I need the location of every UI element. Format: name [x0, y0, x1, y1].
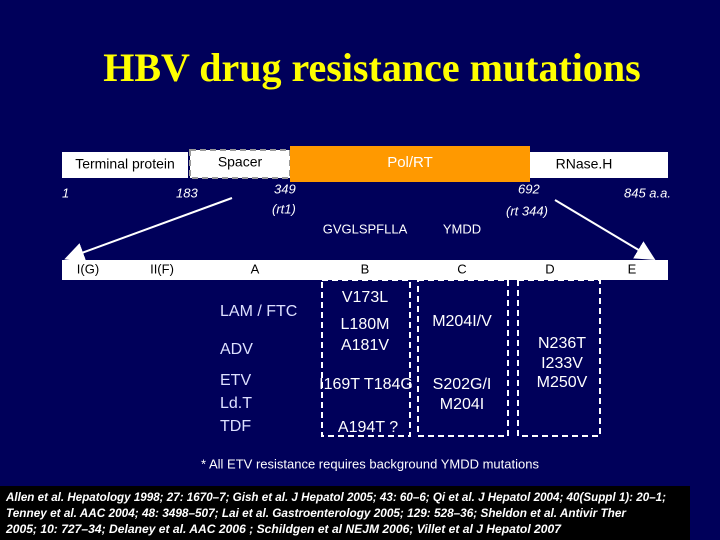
mutation: N236T: [538, 335, 586, 352]
mutation: A194T ?: [338, 419, 398, 436]
position: 692: [518, 181, 540, 196]
mutation: I169T T184G: [319, 376, 413, 393]
position: (rt1): [272, 201, 296, 216]
domain-label: RNase.H: [556, 156, 613, 172]
references-box: [0, 486, 690, 540]
arrow: [64, 197, 233, 262]
motif: GVGLSPFLLA: [323, 221, 408, 236]
subdomain: B: [361, 261, 370, 276]
domain-box: [290, 146, 530, 182]
subdomain: I(G): [77, 261, 99, 276]
reference: Tenney et al. AAC 2004; 48: 3498–507; La…: [6, 508, 627, 520]
domain-label: Spacer: [218, 154, 263, 170]
domain-box: [190, 150, 290, 178]
drug: ETV: [220, 372, 251, 389]
domain-box: [62, 152, 188, 178]
column-box: [321, 279, 411, 437]
column-box: [417, 279, 509, 437]
subdomain: E: [628, 261, 637, 276]
position: (rt 344): [506, 203, 548, 218]
drug: LAM / FTC: [220, 303, 297, 320]
mutation: A181V: [341, 337, 389, 354]
title: HBV drug resistance mutations: [103, 45, 640, 90]
arrow: [554, 199, 656, 261]
position: 1: [62, 185, 69, 200]
subdomain-row: [62, 260, 668, 280]
mutation: I233V: [541, 355, 583, 372]
position: 845 a.a.: [624, 185, 671, 200]
domain-label: Terminal protein: [75, 156, 175, 172]
mutation: M250V: [537, 374, 588, 391]
subdomain: C: [457, 261, 466, 276]
reference: Allen et al. Hepatology 1998; 27: 1670–7…: [5, 492, 666, 504]
mutation: S202G/I: [433, 376, 492, 393]
motif: YMDD: [443, 221, 481, 236]
domain-box: [530, 152, 668, 178]
subdomain: A: [251, 261, 260, 276]
domain-label: Pol/RT: [387, 154, 433, 171]
reference: 2005; 10: 727–34; Delaney et al. AAC 200…: [5, 524, 562, 536]
subdomain: II(F): [150, 261, 174, 276]
drug: Ld.T: [220, 395, 252, 412]
mutation: M204I/V: [432, 313, 492, 330]
drug: TDF: [220, 418, 251, 435]
subdomain: D: [545, 261, 554, 276]
mutation: V173L: [342, 289, 388, 306]
column-box: [517, 279, 601, 437]
position: 349: [274, 181, 296, 196]
footnote: * All ETV resistance requires background…: [201, 456, 539, 471]
position: 183: [176, 185, 198, 200]
mutation: M204I: [440, 396, 484, 413]
mutation: L180M: [341, 316, 390, 333]
drug: ADV: [220, 341, 253, 358]
